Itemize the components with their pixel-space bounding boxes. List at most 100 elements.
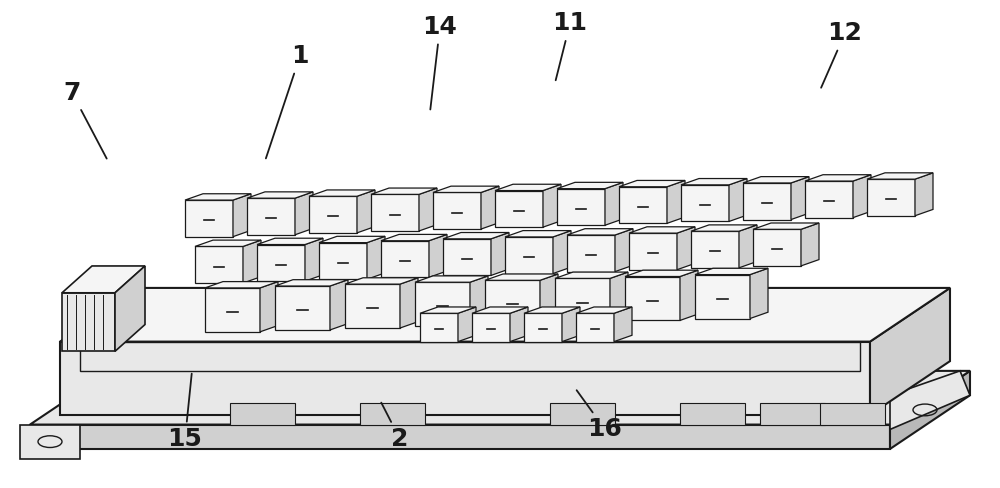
Polygon shape — [625, 277, 680, 321]
Polygon shape — [619, 181, 685, 187]
Polygon shape — [429, 234, 447, 277]
Polygon shape — [30, 371, 970, 425]
Polygon shape — [470, 276, 488, 326]
Polygon shape — [557, 189, 605, 225]
Polygon shape — [562, 307, 580, 342]
Polygon shape — [495, 190, 543, 227]
Polygon shape — [619, 187, 667, 224]
Polygon shape — [677, 227, 695, 270]
Polygon shape — [275, 286, 330, 330]
Polygon shape — [550, 403, 615, 425]
Polygon shape — [681, 185, 729, 222]
Polygon shape — [543, 184, 561, 227]
Polygon shape — [243, 240, 261, 283]
Polygon shape — [870, 288, 950, 415]
Polygon shape — [625, 270, 698, 277]
Polygon shape — [820, 403, 885, 425]
Polygon shape — [524, 307, 580, 313]
Polygon shape — [485, 274, 558, 280]
Polygon shape — [295, 192, 313, 235]
Polygon shape — [805, 181, 853, 218]
Polygon shape — [233, 194, 251, 237]
Polygon shape — [505, 237, 553, 273]
Text: 2: 2 — [381, 403, 409, 451]
Polygon shape — [555, 272, 628, 278]
Polygon shape — [867, 179, 915, 216]
Polygon shape — [400, 278, 418, 328]
Text: 1: 1 — [266, 44, 309, 159]
Polygon shape — [681, 179, 747, 185]
Polygon shape — [505, 231, 571, 237]
Polygon shape — [275, 280, 348, 286]
Polygon shape — [680, 403, 745, 425]
Polygon shape — [691, 225, 757, 231]
Polygon shape — [915, 173, 933, 216]
Polygon shape — [443, 232, 509, 239]
Polygon shape — [567, 229, 633, 235]
Polygon shape — [247, 198, 295, 235]
Polygon shape — [801, 223, 819, 266]
Polygon shape — [309, 196, 357, 233]
Polygon shape — [750, 268, 768, 319]
Polygon shape — [553, 231, 571, 273]
Polygon shape — [185, 194, 251, 200]
Polygon shape — [605, 183, 623, 225]
Polygon shape — [305, 238, 323, 281]
Polygon shape — [381, 234, 447, 241]
Polygon shape — [230, 403, 295, 425]
Polygon shape — [743, 183, 791, 220]
Polygon shape — [381, 241, 429, 277]
Polygon shape — [614, 307, 632, 342]
Polygon shape — [557, 183, 623, 189]
Text: 7: 7 — [63, 81, 107, 159]
Polygon shape — [357, 190, 375, 233]
Polygon shape — [80, 342, 860, 371]
Polygon shape — [371, 194, 419, 231]
Polygon shape — [205, 282, 278, 288]
Polygon shape — [667, 181, 685, 224]
Polygon shape — [743, 177, 809, 183]
Text: 14: 14 — [423, 15, 457, 109]
Polygon shape — [867, 173, 933, 179]
Polygon shape — [419, 188, 437, 231]
Polygon shape — [257, 238, 323, 244]
Polygon shape — [420, 313, 458, 342]
Polygon shape — [695, 275, 750, 319]
Polygon shape — [576, 307, 632, 313]
Polygon shape — [319, 243, 367, 279]
Polygon shape — [367, 236, 385, 279]
Polygon shape — [360, 403, 425, 425]
Polygon shape — [680, 270, 698, 321]
Polygon shape — [691, 231, 739, 268]
Text: 16: 16 — [577, 390, 622, 442]
Polygon shape — [739, 225, 757, 268]
Polygon shape — [753, 229, 801, 266]
Polygon shape — [345, 284, 400, 328]
Polygon shape — [890, 371, 970, 429]
Polygon shape — [695, 268, 768, 275]
Polygon shape — [115, 266, 145, 351]
Polygon shape — [540, 274, 558, 324]
Polygon shape — [415, 282, 470, 326]
Polygon shape — [629, 233, 677, 270]
Polygon shape — [495, 184, 561, 190]
Polygon shape — [205, 288, 260, 332]
Polygon shape — [472, 307, 528, 313]
Polygon shape — [30, 425, 890, 449]
Polygon shape — [510, 307, 528, 342]
Polygon shape — [610, 272, 628, 323]
Polygon shape — [195, 240, 261, 246]
Text: 12: 12 — [821, 21, 862, 88]
Polygon shape — [62, 266, 145, 293]
Polygon shape — [805, 175, 871, 181]
Polygon shape — [195, 246, 243, 283]
Polygon shape — [491, 232, 509, 275]
Polygon shape — [185, 200, 233, 237]
Polygon shape — [420, 307, 476, 313]
Polygon shape — [260, 282, 278, 332]
Polygon shape — [729, 179, 747, 222]
Polygon shape — [443, 239, 491, 275]
Polygon shape — [319, 236, 385, 243]
Polygon shape — [60, 288, 950, 342]
Polygon shape — [415, 276, 488, 282]
